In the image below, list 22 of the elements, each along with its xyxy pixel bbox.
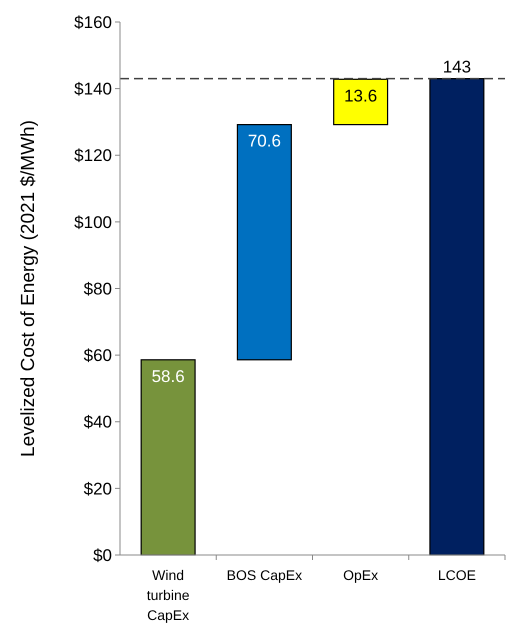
y-tick-label: $20 [84, 479, 112, 498]
y-tick-label: $80 [84, 279, 112, 298]
bar [236, 124, 292, 360]
data-label: 13.6 [344, 86, 378, 106]
y-tick-label: $60 [84, 346, 112, 366]
data-label: 58.6 [152, 366, 185, 386]
y-tick-label: $120 [74, 146, 112, 166]
x-tick-label: LCOE [438, 567, 476, 583]
bar [429, 78, 484, 556]
x-tick-label: OpEx [343, 567, 378, 583]
y-axis-title: Levelized Cost of Energy (2021 $/MWh) [18, 120, 39, 457]
y-tick-label: $0 [93, 546, 112, 565]
y-tick-label: $160 [74, 12, 112, 32]
y-tick-label: $40 [84, 412, 112, 432]
x-tick-label: Wind turbine CapEx [146, 567, 190, 623]
bar [140, 359, 196, 556]
y-tick-label: $140 [74, 80, 112, 99]
x-tick-label: BOS CapEx [226, 567, 302, 583]
y-tick-label: $100 [74, 212, 112, 232]
data-label: 70.6 [248, 132, 281, 151]
bar [333, 78, 388, 126]
data-label: 143 [442, 58, 472, 77]
